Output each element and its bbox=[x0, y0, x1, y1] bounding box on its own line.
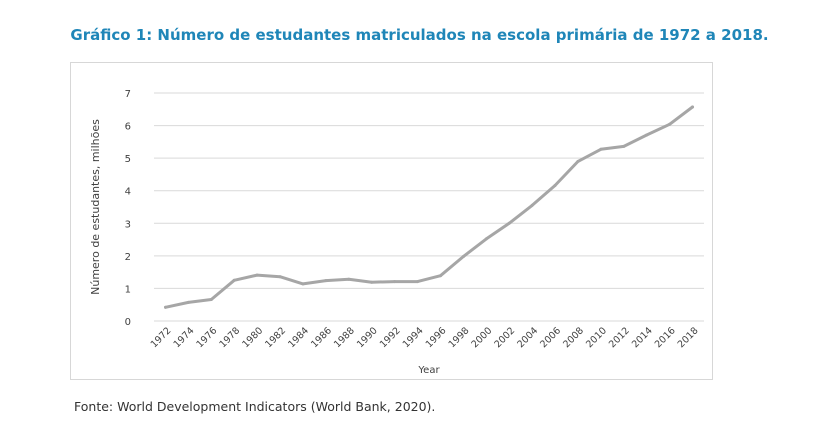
x-tick-label: 2014 bbox=[630, 325, 655, 350]
x-tick-label: 1978 bbox=[217, 325, 242, 350]
x-tick-label: 2000 bbox=[470, 325, 495, 350]
x-tick-label: 1984 bbox=[286, 325, 311, 350]
data-point bbox=[164, 305, 167, 309]
data-point bbox=[255, 273, 259, 277]
data-point bbox=[324, 279, 328, 283]
y-tick-label: 7 bbox=[125, 89, 131, 100]
data-point bbox=[439, 274, 442, 278]
data-point bbox=[347, 277, 351, 281]
x-axis-ticks: 1972197419761978198019821984198619881990… bbox=[149, 325, 701, 350]
y-tick-label: 2 bbox=[125, 252, 131, 263]
data-point bbox=[507, 221, 511, 225]
x-tick-label: 2012 bbox=[607, 325, 632, 350]
data-point bbox=[668, 122, 672, 126]
x-tick-label: 1972 bbox=[149, 325, 174, 350]
data-point bbox=[209, 298, 213, 301]
x-tick-label: 1976 bbox=[195, 325, 220, 350]
data-point bbox=[484, 237, 488, 241]
x-tick-label: 2004 bbox=[515, 325, 540, 350]
series-layer bbox=[164, 105, 694, 309]
data-point bbox=[416, 280, 419, 284]
x-tick-label: 1994 bbox=[401, 325, 426, 350]
source-note: Fonte: World Development Indicators (Wor… bbox=[74, 399, 436, 414]
data-point bbox=[553, 184, 557, 187]
gridlines bbox=[154, 92, 704, 322]
y-tick-label: 1 bbox=[125, 284, 131, 295]
data-point bbox=[645, 133, 649, 137]
x-tick-label: 1990 bbox=[355, 325, 380, 350]
x-tick-label: 2010 bbox=[584, 325, 609, 350]
data-point bbox=[576, 159, 580, 163]
x-tick-label: 2006 bbox=[538, 325, 563, 350]
x-tick-label: 1998 bbox=[447, 325, 472, 350]
data-point bbox=[278, 275, 282, 279]
x-axis-label: Year bbox=[417, 365, 440, 376]
x-tick-label: 2002 bbox=[492, 325, 517, 350]
y-tick-label: 0 bbox=[125, 317, 131, 328]
x-tick-label: 1992 bbox=[378, 325, 403, 350]
data-point bbox=[622, 144, 626, 148]
y-tick-label: 4 bbox=[125, 187, 131, 198]
y-axis-ticks: 0 1 2 3 4 5 6 7 bbox=[125, 89, 131, 328]
x-tick-label: 1980 bbox=[240, 325, 265, 350]
y-axis-label: Número de estudantes, milhões bbox=[89, 119, 102, 295]
x-tick-label: 1974 bbox=[172, 325, 197, 350]
data-point bbox=[393, 280, 397, 284]
x-tick-label: 2008 bbox=[561, 325, 586, 350]
data-point bbox=[691, 105, 694, 109]
data-point bbox=[186, 300, 190, 304]
data-point bbox=[370, 280, 374, 284]
y-tick-label: 6 bbox=[125, 122, 131, 133]
x-tick-label: 1982 bbox=[263, 325, 288, 350]
data-point bbox=[232, 278, 236, 282]
data-point bbox=[530, 203, 534, 207]
y-tick-label: 3 bbox=[125, 219, 131, 230]
y-tick-label: 5 bbox=[125, 154, 131, 165]
x-tick-label: 1986 bbox=[309, 325, 334, 350]
x-tick-label: 1996 bbox=[424, 325, 449, 350]
series-line bbox=[164, 105, 694, 309]
x-tick-label: 2018 bbox=[676, 325, 701, 350]
data-point bbox=[599, 147, 603, 151]
data-point bbox=[461, 255, 465, 258]
x-tick-label: 1988 bbox=[332, 325, 357, 350]
chart-title: Gráfico 1: Número de estudantes matricul… bbox=[70, 26, 769, 44]
data-point bbox=[301, 282, 305, 286]
x-tick-label: 2016 bbox=[653, 325, 678, 350]
